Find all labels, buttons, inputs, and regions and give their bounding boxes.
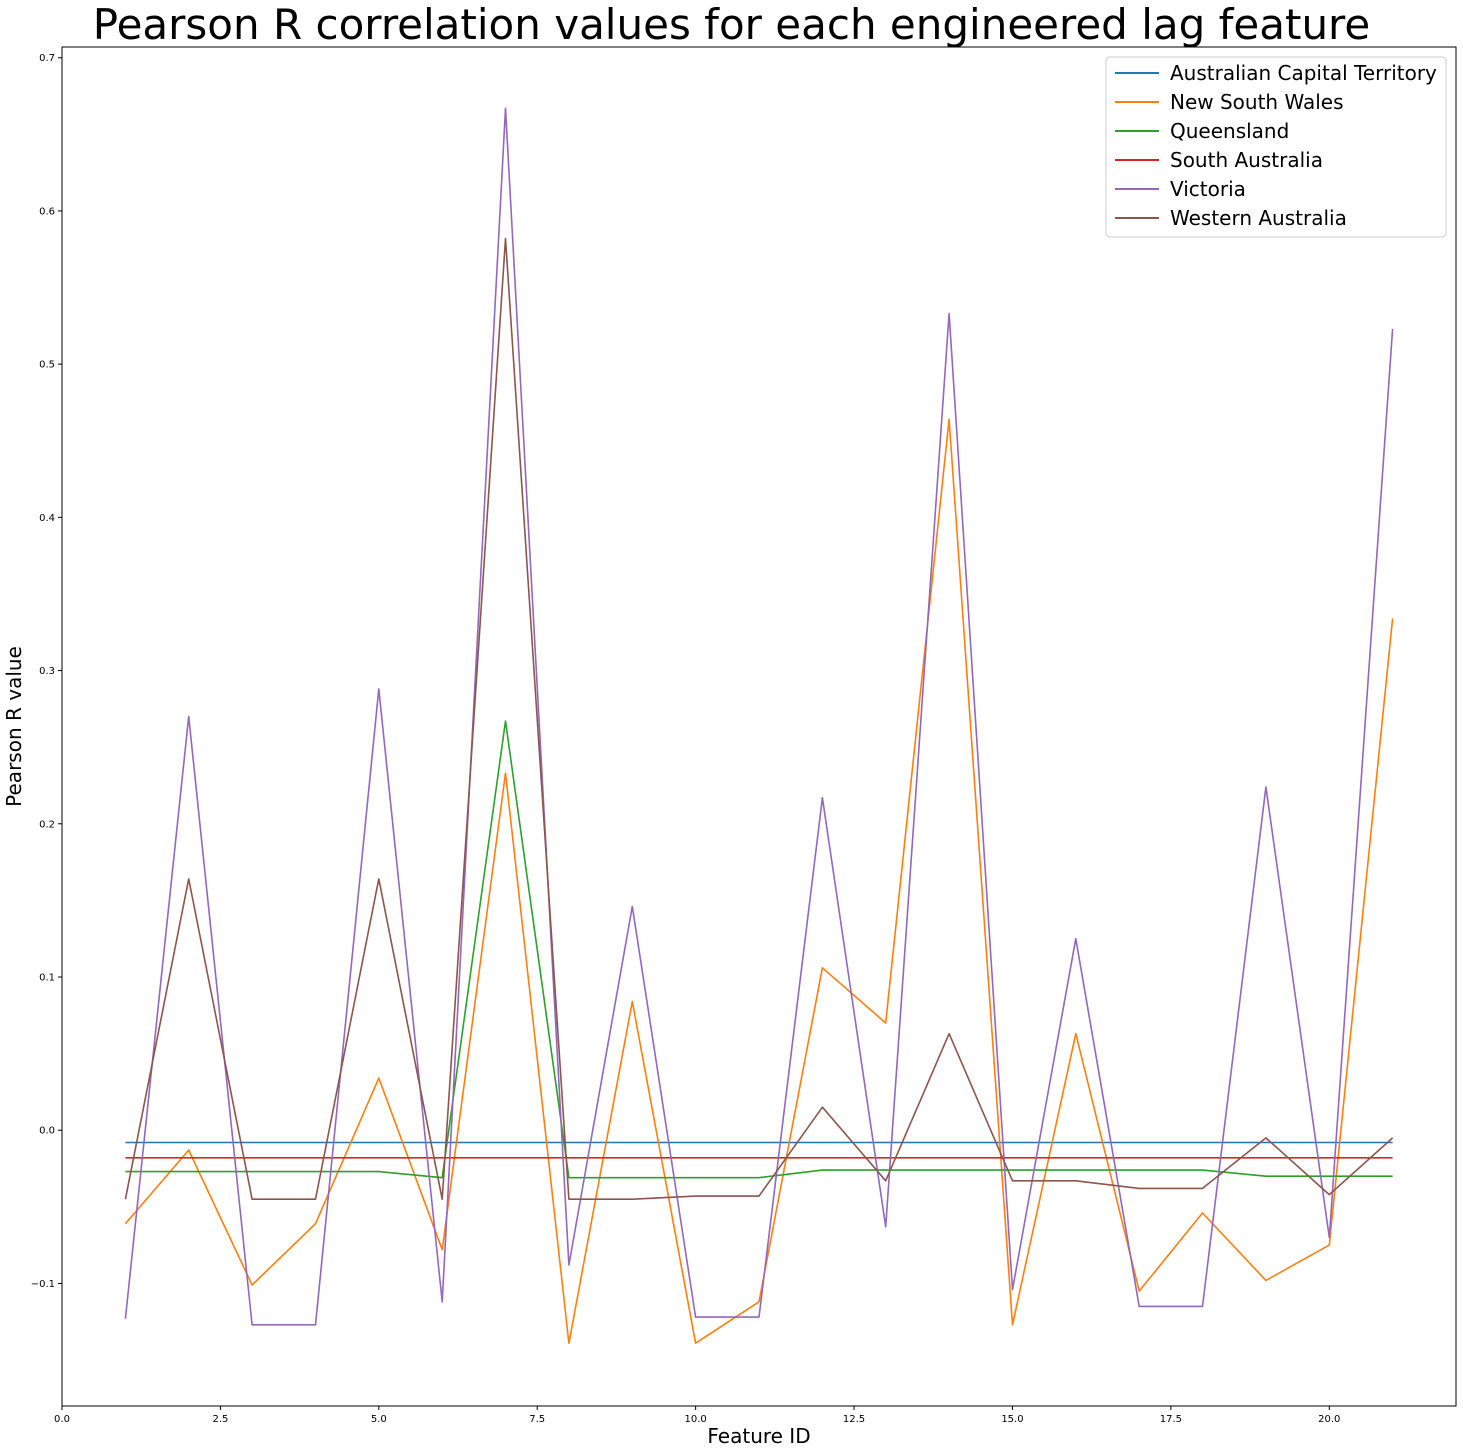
x-tick-label: 0.0	[54, 1414, 70, 1425]
x-tick-label: 5.0	[371, 1414, 387, 1425]
legend-label-2: Queensland	[1170, 119, 1289, 143]
series-line-5	[124, 237, 1394, 1200]
series-layer	[124, 107, 1394, 1344]
y-tick-label: 0.1	[39, 973, 55, 984]
legend-label-3: South Australia	[1170, 148, 1323, 172]
series-line-2	[125, 720, 1393, 1179]
x-tick-label: 20.0	[1318, 1414, 1340, 1425]
y-tick-label: 0.2	[39, 819, 55, 830]
chart-title: Pearson R correlation values for each en…	[92, 0, 1371, 49]
y-tick-label: 0.0	[39, 1126, 55, 1137]
series-line-1	[124, 418, 1394, 1344]
y-tick-label: 0.4	[39, 513, 55, 524]
plot-frame	[61, 46, 1457, 1407]
x-tick-label: 10.0	[685, 1414, 707, 1425]
legend-label-5: Western Australia	[1170, 206, 1347, 230]
y-tick-label: 0.5	[39, 360, 55, 371]
series-line-4	[124, 107, 1394, 1326]
x-axis: 0.0 2.5 5.0 7.5 10.0 12.5 15.0 17.5 20.0	[54, 1406, 1340, 1425]
y-tick-label: −0.1	[31, 1279, 55, 1290]
y-tick-label: 0.6	[39, 206, 55, 217]
x-tick-label: 15.0	[1001, 1414, 1023, 1425]
y-tick-label: 0.7	[39, 53, 55, 64]
x-tick-label: 2.5	[212, 1414, 228, 1425]
x-tick-label: 12.5	[843, 1414, 865, 1425]
legend-box	[1105, 56, 1447, 238]
legend: Australian Capital Territory New South Wa…	[1105, 56, 1447, 238]
y-tick-label: 0.3	[39, 666, 55, 677]
legend-label-4: Victoria	[1170, 177, 1246, 201]
x-tick-label: 17.5	[1160, 1414, 1182, 1425]
y-axis-label: Pearson R value	[2, 646, 26, 807]
x-tick-label: 7.5	[529, 1414, 545, 1425]
legend-label-1: New South Wales	[1170, 90, 1344, 114]
x-axis-label: Feature ID	[707, 1424, 810, 1448]
legend-label-0: Australian Capital Territory	[1170, 61, 1437, 85]
y-axis: −0.1 0.0 0.1 0.2 0.3 0.4 0.5 0.6 0.7	[31, 53, 62, 1290]
